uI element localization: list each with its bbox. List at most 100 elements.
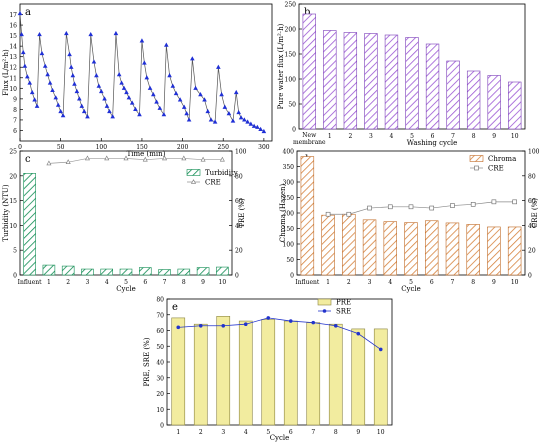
y-tick-label: 80 bbox=[235, 173, 243, 180]
flux-point bbox=[25, 74, 30, 79]
x-tick-label: 7 bbox=[163, 279, 167, 286]
x-tick-label: New bbox=[302, 132, 317, 139]
y-tick-label: 13 bbox=[9, 54, 17, 61]
legend-swatch-bar bbox=[317, 298, 332, 306]
x-tick-label: 1 bbox=[328, 133, 332, 140]
chart-c: c 0 5 10 15 20 25 0 20 40 60 80 100 Influent 1 2 3 4 5 6 7 8 9… bbox=[2, 149, 247, 294]
y-tick-label: 100 bbox=[285, 77, 297, 84]
x-tick-label: 200 bbox=[177, 144, 189, 151]
y-tick-label: 8 bbox=[13, 107, 17, 114]
flux-point bbox=[20, 49, 26, 55]
flux-point bbox=[110, 114, 115, 119]
flux-point bbox=[17, 10, 23, 16]
chart-d: d050100150200250300350400020406080100Inf… bbox=[279, 149, 540, 294]
y-tick-label: 200 bbox=[283, 211, 295, 218]
y-tick-label: 250 bbox=[285, 2, 297, 9]
x-axis-label: Cycle bbox=[270, 434, 290, 442]
x-tick-label: 4 bbox=[105, 279, 109, 286]
flux-point bbox=[72, 81, 77, 86]
pre-bar bbox=[193, 323, 208, 426]
flux-point bbox=[124, 89, 129, 95]
d-bar bbox=[300, 156, 315, 276]
flux-point bbox=[96, 83, 102, 88]
sre-point bbox=[198, 323, 203, 328]
flux-point bbox=[202, 97, 207, 102]
flux-bar bbox=[487, 75, 501, 130]
x-tick-label: 10 bbox=[511, 279, 519, 286]
d-bar bbox=[362, 219, 377, 276]
y-tick-label: 0 bbox=[235, 273, 239, 280]
cre-point bbox=[123, 155, 129, 161]
legend-marker bbox=[474, 165, 479, 171]
flux-bar bbox=[364, 33, 378, 130]
flux-point bbox=[147, 85, 153, 90]
flux-point bbox=[34, 103, 40, 108]
cre-point bbox=[200, 156, 206, 162]
cre-point bbox=[219, 156, 225, 162]
y-tick-label: 15 bbox=[9, 198, 17, 205]
d-bar bbox=[487, 226, 501, 276]
x-tick-label: Influent bbox=[18, 279, 43, 286]
d-bar bbox=[404, 222, 418, 276]
y-tick-label: 25 bbox=[9, 149, 17, 156]
c-bar bbox=[23, 173, 36, 276]
x-tick-label: 9 bbox=[492, 133, 496, 140]
y-axis-label: Flux (L/m²·h) bbox=[2, 49, 10, 96]
y-tick-label: 6 bbox=[13, 128, 17, 135]
cre-point bbox=[46, 160, 52, 166]
x-tick-label: 1 bbox=[176, 429, 180, 436]
d-bar bbox=[321, 214, 335, 276]
cre-point bbox=[84, 155, 90, 161]
cre-point bbox=[470, 202, 476, 207]
flux-point bbox=[190, 56, 195, 61]
flux-point bbox=[242, 117, 247, 122]
y-tick-label: 0 bbox=[528, 273, 532, 280]
y-axis-label: TRE (%) bbox=[238, 198, 246, 228]
y-tick-label: 40 bbox=[235, 223, 243, 230]
flux-point bbox=[67, 51, 72, 57]
d-bar bbox=[466, 224, 480, 276]
pre-bar bbox=[238, 320, 253, 426]
x-axis-label: Cycle bbox=[116, 285, 136, 293]
y-tick-label: 9 bbox=[13, 96, 17, 103]
c-bar bbox=[119, 268, 133, 276]
flux-point bbox=[91, 59, 97, 64]
flux-point bbox=[238, 115, 244, 120]
x-tick-label: 7 bbox=[311, 429, 315, 436]
flux-point bbox=[119, 80, 124, 85]
legend-marker bbox=[322, 309, 327, 313]
pre-bar bbox=[171, 317, 186, 426]
flux-bar bbox=[508, 81, 522, 130]
d-bar bbox=[383, 221, 397, 276]
legend-label: SRE bbox=[336, 308, 351, 316]
sre-point bbox=[356, 331, 361, 336]
c-bar bbox=[216, 266, 229, 276]
y-tick-label: 350 bbox=[283, 164, 295, 171]
d-bar bbox=[507, 226, 522, 276]
y-tick-label: 80 bbox=[156, 297, 164, 304]
x-tick-label: 9 bbox=[356, 429, 360, 436]
flux-point bbox=[248, 121, 254, 126]
y-axis-label: CRE (%) bbox=[531, 198, 539, 228]
sre-point bbox=[176, 325, 181, 330]
x-axis-label: Washing cycle bbox=[407, 139, 458, 147]
y-tick-label: 40 bbox=[528, 223, 536, 230]
x-tick-label: 8 bbox=[471, 279, 475, 286]
cre-point bbox=[65, 159, 71, 164]
flux-point bbox=[70, 73, 76, 78]
c-bar bbox=[61, 265, 75, 276]
sre-line bbox=[178, 317, 381, 350]
y-tick-label: 150 bbox=[283, 226, 295, 233]
y-tick-label: 400 bbox=[283, 149, 295, 156]
y-tick-label: 60 bbox=[528, 198, 536, 205]
flux-point bbox=[233, 89, 239, 95]
pre-bar bbox=[373, 328, 388, 426]
flux-point bbox=[177, 97, 183, 102]
flux-bar bbox=[343, 32, 358, 130]
cre-line bbox=[48, 158, 223, 164]
x-tick-label: 1 bbox=[326, 279, 330, 286]
legend-label: PRE bbox=[336, 299, 351, 307]
x-tick-label: 5 bbox=[409, 279, 413, 286]
cre-point bbox=[408, 204, 414, 210]
